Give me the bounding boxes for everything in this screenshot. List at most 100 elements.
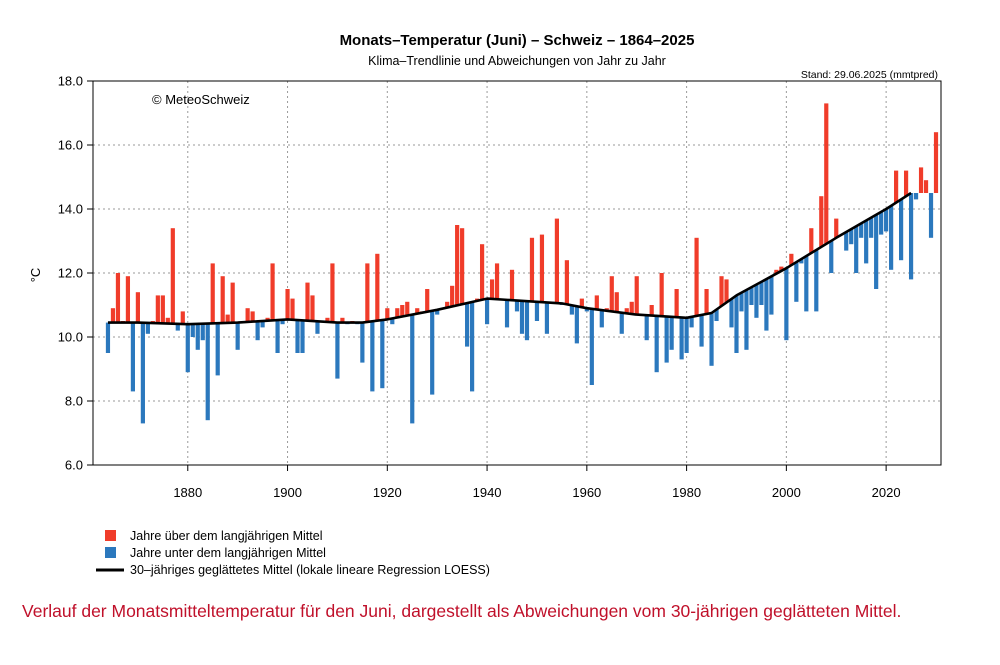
bar-below-mean [794, 262, 799, 302]
bar-below-mean [734, 295, 739, 353]
bar-above-mean [325, 317, 330, 322]
bar-above-mean [365, 263, 370, 322]
bar-below-mean [300, 320, 305, 353]
bar-above-mean [395, 308, 400, 318]
bar-above-mean [819, 196, 824, 247]
bar-above-mean [554, 218, 559, 304]
x-tick-label: 1980 [672, 485, 701, 500]
bar-above-mean [609, 276, 614, 312]
x-tick-label: 1880 [173, 485, 202, 500]
bar-below-mean [874, 214, 879, 289]
bar-above-mean [400, 305, 405, 317]
bar-above-mean [774, 269, 779, 274]
bar-below-mean [689, 316, 694, 328]
bar-above-mean [479, 244, 485, 300]
bar-below-mean [315, 321, 320, 334]
bar-above-mean [674, 289, 679, 318]
bar-below-mean [754, 284, 759, 318]
bar-below-mean [430, 310, 435, 395]
bar-above-mean [415, 308, 420, 314]
bar-below-mean [275, 320, 280, 353]
bar-above-mean [614, 292, 619, 313]
bar-below-mean [859, 223, 864, 238]
bar-above-mean [704, 289, 709, 314]
bar-below-mean [335, 322, 340, 379]
bar-above-mean [425, 289, 430, 312]
bar-above-mean [923, 180, 929, 193]
bar-above-mean [789, 253, 794, 266]
bar-above-mean [125, 276, 131, 323]
y-tick-label: 8.0 [65, 394, 83, 409]
chart: Monats–Temperatur (Juni) – Schweiz – 186… [28, 32, 942, 577]
legend: Jahre über dem langjährigen Mittel Jahre… [96, 529, 490, 577]
bar-below-mean [829, 240, 834, 273]
x-tick-label: 2020 [872, 485, 901, 500]
x-tick-label: 1920 [373, 485, 402, 500]
bar-above-mean [155, 295, 160, 324]
bar-above-mean [250, 311, 255, 322]
x-tick-label: 1900 [273, 485, 302, 500]
bar-below-mean [185, 324, 190, 373]
bar-above-mean [694, 237, 699, 316]
y-tick-label: 18.0 [58, 74, 83, 89]
x-tick-label: 1940 [473, 485, 502, 500]
legend-below-label: Jahre unter dem langjährigen Mittel [130, 546, 326, 560]
bar-above-mean [624, 308, 629, 314]
bar-above-mean [225, 314, 230, 323]
bar-below-mean [370, 321, 375, 392]
bar-above-mean [724, 279, 729, 303]
bar-above-mean [245, 308, 250, 322]
bar-below-mean [260, 321, 265, 328]
bar-below-mean [889, 205, 894, 270]
bar-above-mean [405, 301, 410, 316]
bar-below-mean [729, 298, 734, 328]
bar-above-mean [494, 263, 500, 300]
bar-below-mean [644, 315, 649, 341]
bar-below-mean [769, 276, 774, 315]
bar-below-mean [205, 323, 210, 421]
bar-below-mean [664, 316, 669, 363]
bar-above-mean [579, 298, 584, 308]
bar-above-mean [649, 305, 654, 316]
bar-below-mean [899, 199, 904, 261]
x-axis: 1880 1900 1920 1940 1960 1980 2000 2020 [173, 465, 901, 500]
bar-below-mean [105, 322, 111, 353]
bar-above-mean [460, 228, 465, 305]
bar-above-mean [220, 276, 225, 324]
gridlines [93, 81, 941, 465]
bar-below-mean [410, 314, 415, 424]
y-tick-label: 6.0 [65, 458, 83, 473]
bar-below-mean [519, 300, 525, 334]
legend-trend-label: 30–jähriges geglättetes Mittel (lokale l… [130, 563, 490, 577]
bar-above-mean [918, 167, 924, 193]
bar-above-mean [455, 225, 460, 306]
y-axis-label: °C [28, 268, 43, 283]
bar-below-mean [514, 300, 520, 312]
bar-below-mean [799, 259, 804, 264]
copyright-label: © MeteoSchweiz [152, 92, 250, 107]
bar-above-mean [834, 218, 839, 238]
bar-above-mean [809, 228, 814, 253]
bar-above-mean [285, 289, 290, 320]
bar-below-mean [470, 301, 475, 392]
bar-below-mean [584, 308, 589, 312]
bar-above-mean [629, 301, 634, 314]
bar-below-mean [759, 281, 764, 305]
bar-above-mean [230, 282, 235, 323]
bar-above-mean [160, 295, 165, 324]
bar-below-mean [195, 323, 200, 350]
bar-above-mean [634, 276, 639, 315]
bar-below-mean [854, 226, 859, 273]
chart-subtitle: Klima–Trendlinie und Abweichungen von Ja… [368, 54, 666, 68]
figure-caption: Verlauf der Monatsmitteltemperatur für d… [22, 601, 902, 621]
bar-above-mean [180, 311, 185, 325]
bar-below-mean [484, 298, 490, 325]
bar-above-mean [564, 260, 569, 305]
x-tick-label: 2000 [772, 485, 801, 500]
bar-below-mean [569, 305, 574, 315]
bar-below-mean [619, 312, 624, 334]
bar-below-mean [669, 316, 674, 350]
bar-below-mean [804, 256, 809, 312]
bar-below-mean [295, 320, 300, 353]
bar-below-mean [380, 320, 385, 389]
